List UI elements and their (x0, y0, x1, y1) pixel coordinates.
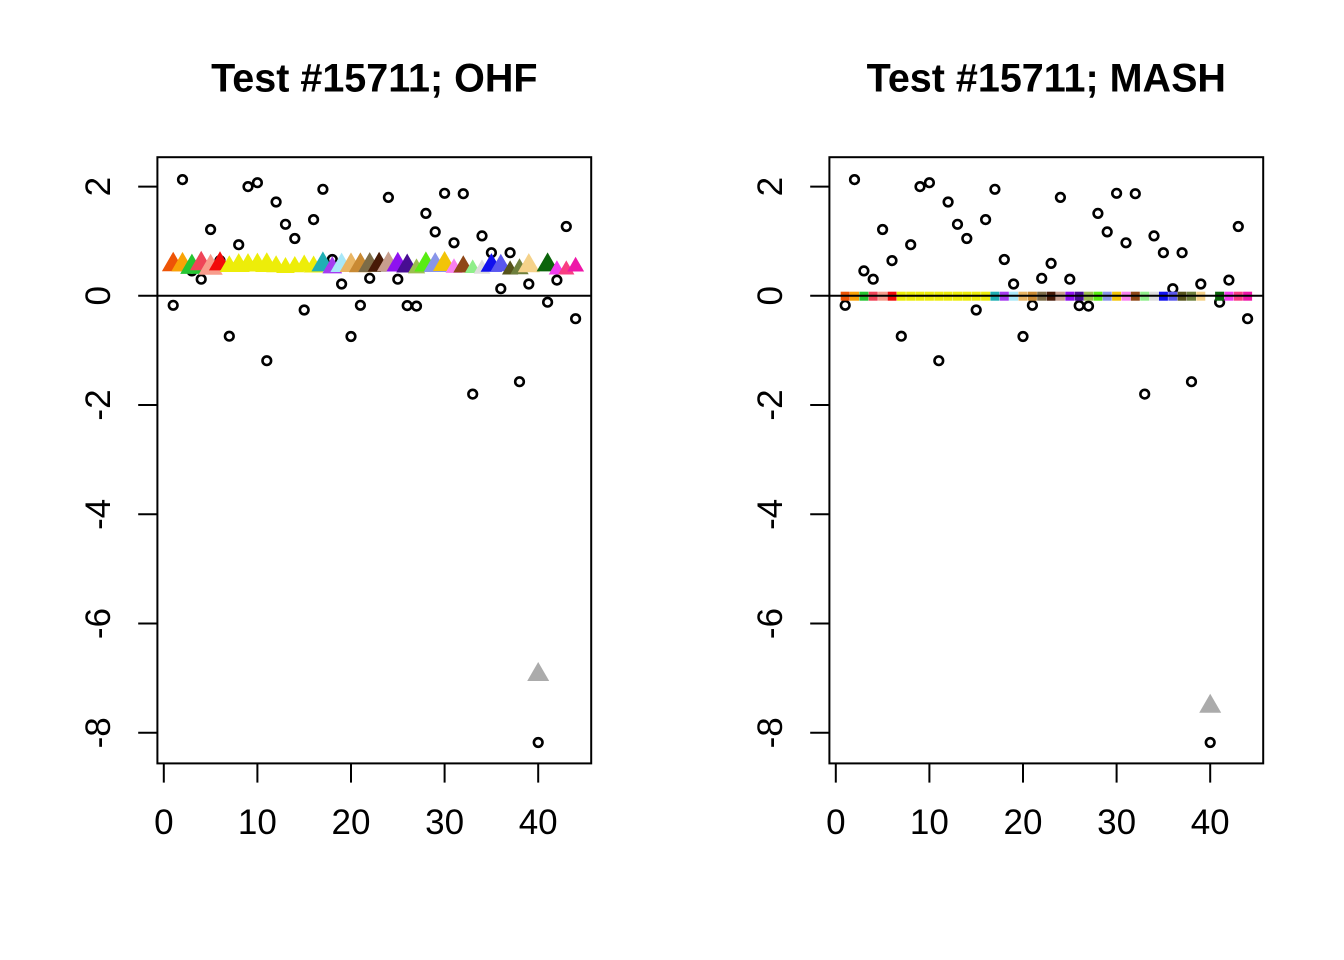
svg-text:2: 2 (751, 177, 790, 196)
svg-text:2: 2 (79, 177, 118, 196)
svg-text:40: 40 (519, 803, 558, 842)
svg-text:10: 10 (238, 803, 277, 842)
svg-text:0: 0 (826, 803, 845, 842)
svg-text:-2: -2 (751, 389, 790, 420)
svg-text:10: 10 (910, 803, 949, 842)
svg-text:20: 20 (332, 803, 371, 842)
svg-text:0: 0 (79, 286, 118, 305)
svg-text:-6: -6 (79, 608, 118, 639)
svg-text:-2: -2 (79, 389, 118, 420)
svg-text:-4: -4 (751, 499, 790, 530)
svg-text:40: 40 (1191, 803, 1230, 842)
svg-text:30: 30 (1097, 803, 1136, 842)
svg-text:-6: -6 (751, 608, 790, 639)
svg-text:0: 0 (154, 803, 173, 842)
svg-text:20: 20 (1004, 803, 1043, 842)
svg-text:-8: -8 (751, 717, 790, 748)
svg-text:0: 0 (751, 286, 790, 305)
svg-text:30: 30 (425, 803, 464, 842)
svg-text:Test #15711; MASH: Test #15711; MASH (867, 57, 1226, 101)
svg-text:-8: -8 (79, 717, 118, 748)
svg-text:Test #15711; OHF: Test #15711; OHF (211, 57, 537, 101)
svg-text:-4: -4 (79, 499, 118, 530)
